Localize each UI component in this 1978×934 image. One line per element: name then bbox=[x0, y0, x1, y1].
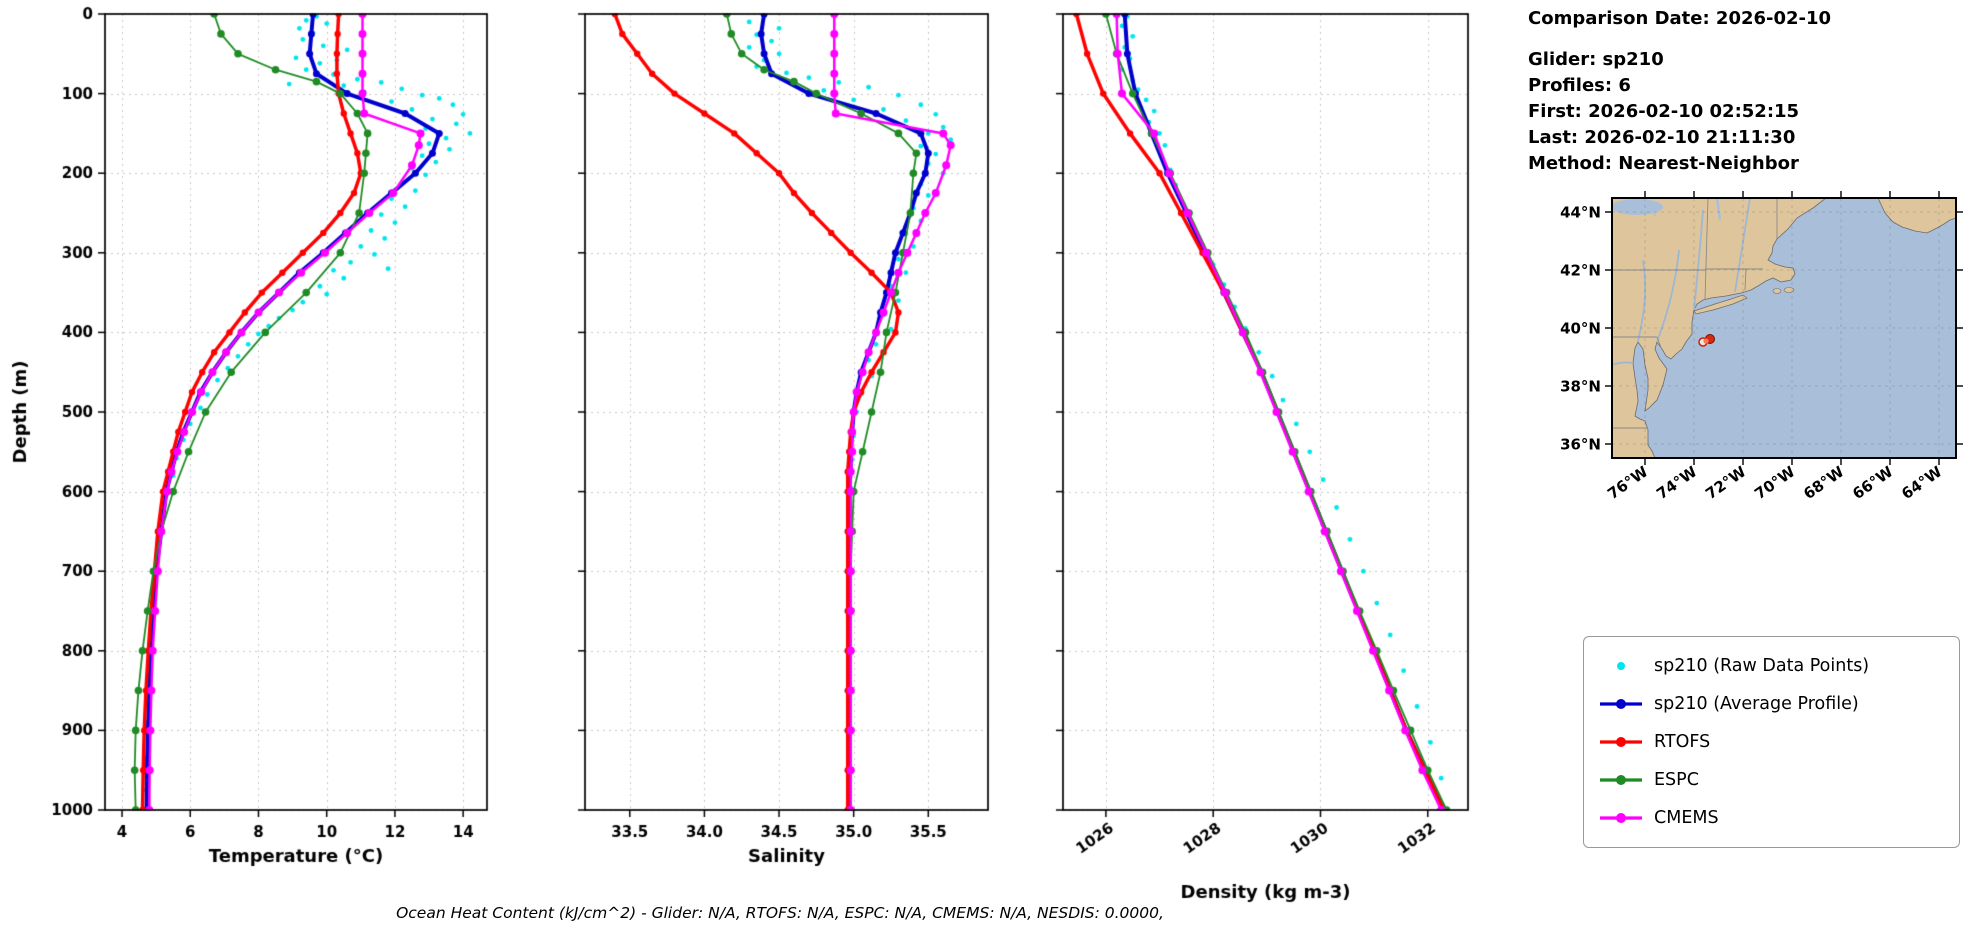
map-lon-label: 72°W bbox=[1702, 462, 1749, 503]
legend-item: sp210 (Average Profile) bbox=[1598, 685, 1945, 723]
map-lat-label: 36°N bbox=[1560, 436, 1601, 454]
legend-marker-line-icon bbox=[1600, 813, 1642, 823]
comparison-date: Comparison Date: 2026-02-10 bbox=[1528, 8, 1832, 29]
map-island bbox=[1772, 288, 1782, 294]
legend-marker-line-icon bbox=[1600, 775, 1642, 785]
legend-item: CMEMS bbox=[1598, 799, 1945, 837]
last-profile-time: Last: 2026-02-10 21:11:30 bbox=[1528, 127, 1796, 148]
legend-label: RTOFS bbox=[1654, 732, 1711, 752]
location-map: 44°N 42°N 40°N 38°N 36°N 76°W 74°W 72°W 70°W 68°… bbox=[1560, 191, 1963, 503]
map-lon-label: 76°W bbox=[1604, 462, 1651, 503]
legend-marker-line-icon bbox=[1600, 737, 1642, 747]
map-lake bbox=[1612, 199, 1663, 215]
legend: sp210 (Raw Data Points) sp210 (Average Pr… bbox=[1583, 636, 1960, 848]
map-lat-label: 42°N bbox=[1560, 262, 1601, 280]
map-lake bbox=[1715, 198, 1722, 221]
glider-location-marker bbox=[1698, 334, 1715, 347]
map-lat-label: 38°N bbox=[1560, 378, 1601, 396]
ocean-heat-content-note: Ocean Heat Content (kJ/cm^2) - Glider: N… bbox=[396, 904, 1164, 922]
map-tick-marks bbox=[1605, 191, 1963, 465]
map-lon-label: 66°W bbox=[1849, 462, 1896, 503]
legend-item: RTOFS bbox=[1598, 723, 1945, 761]
legend-label: sp210 (Raw Data Points) bbox=[1654, 656, 1870, 676]
map-long-island bbox=[1693, 294, 1748, 315]
legend-item: sp210 (Raw Data Points) bbox=[1598, 647, 1945, 685]
map-lon-label: 74°W bbox=[1653, 462, 1700, 503]
profiles-count: Profiles: 6 bbox=[1528, 75, 1631, 96]
legend-label: sp210 (Average Profile) bbox=[1654, 694, 1859, 714]
map-nova-scotia bbox=[1877, 198, 1956, 234]
map-lat-labels: 44°N 42°N 40°N 38°N 36°N bbox=[1560, 204, 1601, 454]
map-lon-labels: 76°W 74°W 72°W 70°W 68°W 66°W 64°W bbox=[1604, 462, 1945, 503]
map-lat-label: 40°N bbox=[1560, 320, 1601, 338]
first-profile-time: First: 2026-02-10 02:52:15 bbox=[1528, 101, 1800, 122]
map-finger-lakes bbox=[1642, 201, 1656, 217]
legend-label: ESPC bbox=[1654, 770, 1699, 790]
map-lon-label: 70°W bbox=[1751, 462, 1798, 503]
legend-label: CMEMS bbox=[1654, 808, 1719, 828]
map-island bbox=[1783, 287, 1795, 293]
glider-name: Glider: sp210 bbox=[1528, 49, 1664, 70]
map-grid bbox=[1612, 198, 1956, 458]
map-state-borders bbox=[1612, 198, 1778, 429]
map-lon-label: 68°W bbox=[1800, 462, 1847, 503]
map-lat-label: 44°N bbox=[1560, 204, 1601, 222]
map-lon-label: 64°W bbox=[1898, 462, 1945, 503]
method: Method: Nearest-Neighbor bbox=[1528, 153, 1799, 174]
legend-item: ESPC bbox=[1598, 761, 1945, 799]
legend-marker-dot-icon bbox=[1617, 662, 1625, 670]
info-panel: Comparison Date: 2026-02-10 Glider: sp21… bbox=[1528, 8, 1968, 177]
map-land bbox=[1612, 198, 1827, 458]
legend-marker-line-icon bbox=[1600, 699, 1642, 709]
